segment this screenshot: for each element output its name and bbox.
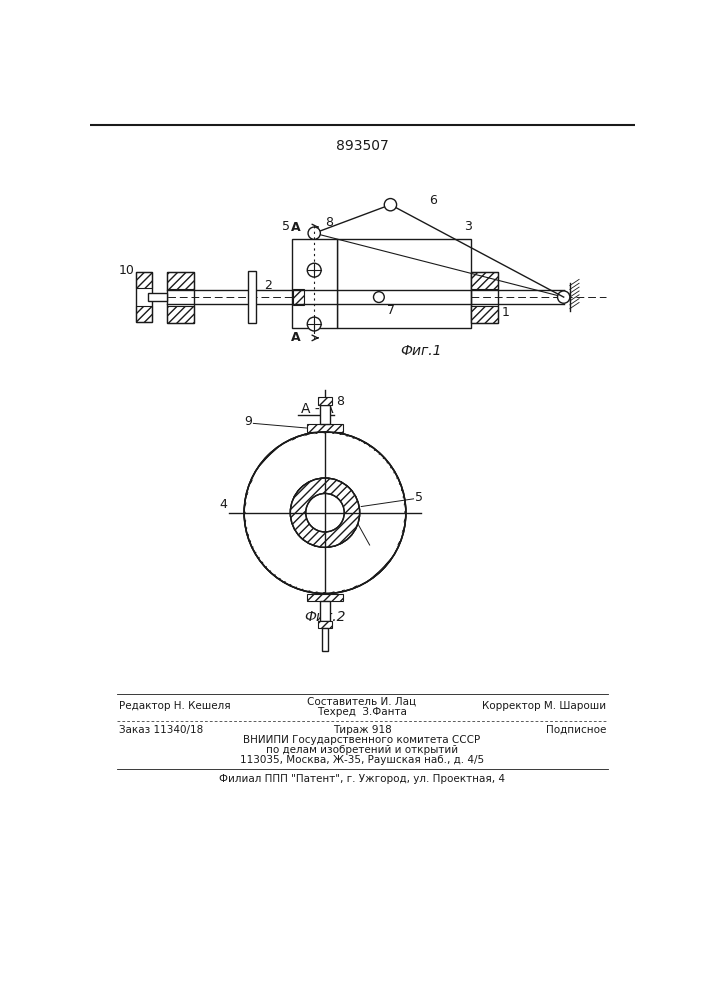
- Circle shape: [308, 317, 321, 331]
- Circle shape: [291, 478, 360, 547]
- Circle shape: [308, 227, 320, 239]
- Circle shape: [291, 478, 360, 547]
- Text: Филиал ППП "Патент", г. Ужгород, ул. Проектная, 4: Филиал ППП "Патент", г. Ужгород, ул. Про…: [219, 774, 505, 784]
- Bar: [167, 272, 194, 289]
- Bar: [472, 272, 498, 323]
- Text: Техред  З.Фанта: Техред З.Фанта: [317, 707, 407, 717]
- Text: Корректор М. Шароши: Корректор М. Шароши: [482, 701, 606, 711]
- Circle shape: [244, 432, 406, 594]
- Text: Фиг.2: Фиг.2: [304, 610, 346, 624]
- Text: 6: 6: [429, 194, 437, 207]
- Text: 2: 2: [264, 279, 272, 292]
- Bar: [337, 239, 472, 328]
- Bar: [322, 628, 328, 651]
- Text: ВНИИПИ Государственного комитета СССР: ВНИИПИ Государственного комитета СССР: [243, 735, 481, 745]
- Bar: [472, 272, 498, 289]
- Text: по делам изобретений и открытий: по делам изобретений и открытий: [266, 745, 458, 755]
- Text: Тираж 918: Тираж 918: [332, 725, 392, 735]
- Text: 8: 8: [325, 216, 333, 229]
- Circle shape: [305, 493, 344, 532]
- Bar: [320, 405, 329, 424]
- Text: А: А: [291, 221, 300, 234]
- Text: Составитель И. Лац: Составитель И. Лац: [308, 696, 416, 706]
- Text: Фиг.1: Фиг.1: [400, 344, 442, 358]
- Text: Подписное: Подписное: [546, 725, 606, 735]
- Circle shape: [373, 292, 385, 302]
- Bar: [307, 594, 344, 601]
- Text: Редактор Н. Кешеля: Редактор Н. Кешеля: [119, 701, 231, 711]
- Text: 1: 1: [502, 306, 510, 319]
- Text: 9: 9: [244, 415, 252, 428]
- Circle shape: [558, 291, 570, 303]
- Text: Заказ 11340/18: Заказ 11340/18: [119, 725, 204, 735]
- Text: 2: 2: [371, 541, 379, 554]
- Text: 113035, Москва, Ж-35, Раушская наб., д. 4/5: 113035, Москва, Ж-35, Раушская наб., д. …: [240, 755, 484, 765]
- Bar: [167, 306, 194, 323]
- Circle shape: [246, 433, 404, 592]
- Bar: [472, 306, 498, 323]
- Bar: [318, 620, 332, 628]
- Text: 8: 8: [336, 395, 344, 408]
- Text: 4: 4: [219, 498, 227, 512]
- Bar: [318, 397, 332, 405]
- Bar: [292, 239, 337, 328]
- Bar: [307, 424, 344, 432]
- Text: 5: 5: [282, 220, 291, 233]
- Bar: [320, 601, 329, 620]
- Text: 3: 3: [464, 220, 472, 233]
- Bar: [167, 272, 194, 323]
- Bar: [136, 306, 152, 322]
- Text: А: А: [291, 331, 300, 344]
- Text: 5: 5: [415, 491, 423, 504]
- Bar: [248, 271, 256, 323]
- Bar: [136, 272, 152, 322]
- Text: 893507: 893507: [336, 139, 388, 153]
- Text: 7: 7: [387, 304, 395, 317]
- Circle shape: [308, 263, 321, 277]
- Circle shape: [385, 199, 397, 211]
- Bar: [136, 272, 152, 288]
- Text: 10: 10: [119, 264, 135, 277]
- Bar: [293, 289, 304, 305]
- Text: А - А: А - А: [301, 402, 334, 416]
- Bar: [148, 293, 167, 301]
